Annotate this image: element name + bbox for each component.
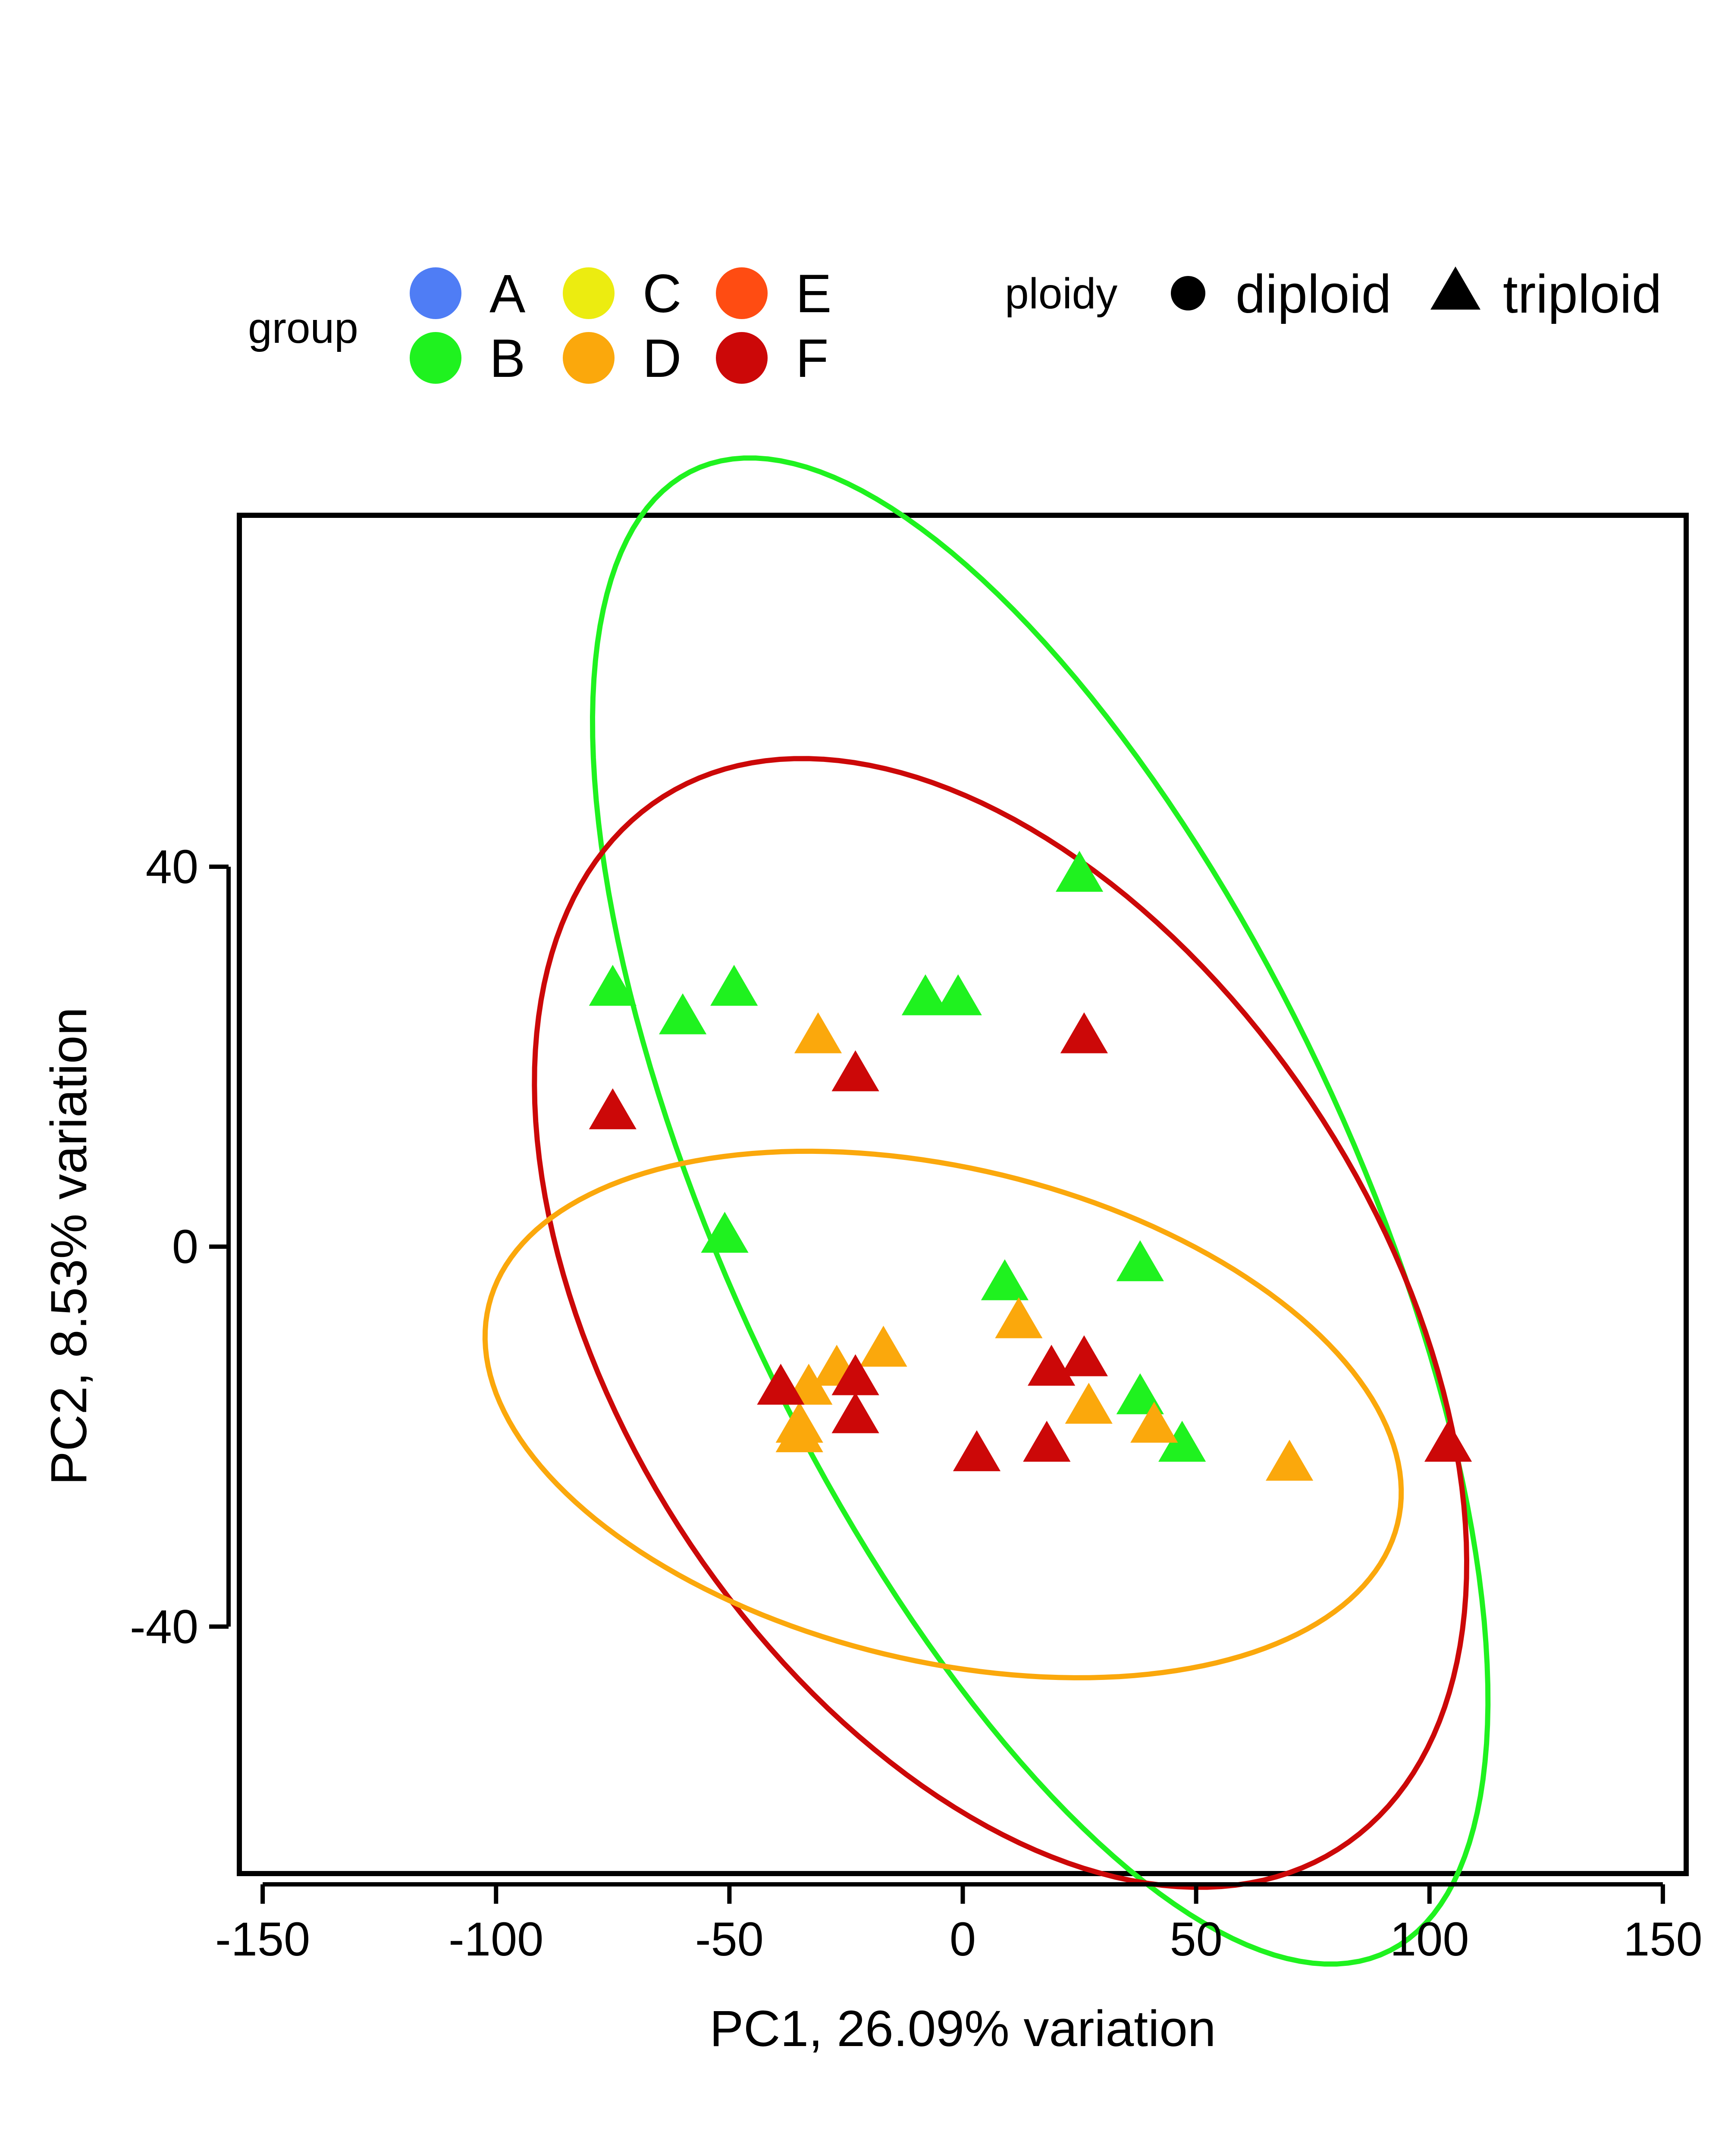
point-group-D [1265, 1439, 1314, 1481]
x-tick-label: 0 [950, 1913, 976, 1966]
plot-frame [237, 513, 1689, 1876]
legend-diploid-marker [1171, 276, 1205, 310]
legend-label-A: A [489, 264, 526, 324]
x-tick-label: -50 [695, 1913, 764, 1966]
legend-ploidy: diploid triploid [1171, 264, 1662, 324]
point-group-B [1055, 851, 1104, 892]
x-tick-label: 50 [1170, 1913, 1222, 1966]
ellipse-group-B [590, 455, 1491, 1967]
legend-ploidy-label-diploid: diploid [1236, 264, 1391, 324]
point-group-F [1424, 1420, 1472, 1462]
point-group-F [757, 1363, 805, 1405]
legend-label-E: E [796, 264, 831, 324]
point-group-B [1158, 1420, 1206, 1462]
point-group-B [981, 1259, 1029, 1300]
legend: group AB CD EF ploidy diploid triploid [248, 264, 1662, 389]
point-group-B [934, 974, 982, 1015]
point-group-B [710, 965, 758, 1006]
point-group-D [995, 1297, 1043, 1338]
y-tick-label: 40 [146, 840, 198, 893]
legend-label-B: B [489, 329, 525, 389]
point-group-F [589, 1088, 637, 1129]
point-group-D [1065, 1382, 1113, 1424]
legend-swatch-B [410, 332, 461, 384]
x-axis: -150 -100 -50 0 50 100 150 [215, 1882, 1703, 1966]
legend-swatch-A [410, 267, 461, 319]
y-axis-title: PC2, 8.53% variation [41, 1007, 97, 1485]
point-group-B [589, 965, 637, 1006]
legend-ploidy-title: ploidy [1005, 270, 1117, 318]
legend-label-F: F [796, 329, 828, 389]
y-axis: 40 0 -40 [130, 840, 231, 1653]
legend-swatch-C [563, 267, 615, 319]
ellipse-group-F [532, 756, 1470, 1890]
point-group-F [1023, 1420, 1071, 1462]
point-group-B [901, 974, 950, 1015]
confidence-ellipses [482, 455, 1491, 1967]
x-axis-title: PC1, 26.09% variation [709, 2000, 1216, 2057]
ellipse-group-D [482, 1148, 1404, 1680]
x-tick-label: 100 [1390, 1913, 1469, 1966]
point-group-D [775, 1411, 823, 1452]
point-group-B [659, 993, 707, 1034]
point-group-F [1060, 1335, 1108, 1376]
point-group-F [831, 1354, 879, 1395]
legend-swatch-F [716, 332, 768, 384]
point-group-D [859, 1326, 907, 1367]
point-group-F [1060, 1012, 1108, 1053]
point-group-F [953, 1430, 1001, 1471]
point-group-D [1130, 1401, 1178, 1443]
point-group-B [1116, 1373, 1164, 1414]
data-points [589, 851, 1472, 1481]
legend-triploid-marker [1430, 266, 1480, 310]
legend-label-D: D [643, 329, 681, 389]
x-tick-label: -100 [448, 1913, 543, 1966]
legend-label-C: C [643, 264, 681, 324]
legend-group-title: group [248, 304, 358, 352]
point-group-F [831, 1050, 879, 1091]
x-tick-label: -150 [215, 1913, 310, 1966]
y-tick-label: 0 [172, 1220, 198, 1273]
y-tick-label: -40 [130, 1600, 198, 1653]
legend-ploidy-label-triploid: triploid [1503, 264, 1662, 324]
point-group-D [794, 1012, 842, 1053]
point-group-F [831, 1392, 879, 1433]
x-tick-label: 150 [1623, 1913, 1703, 1966]
legend-swatch-D [563, 332, 615, 384]
point-group-B [1116, 1240, 1164, 1282]
legend-swatch-E [716, 267, 768, 319]
point-group-B [701, 1212, 749, 1253]
legend-groups: AB CD EF [410, 264, 831, 389]
